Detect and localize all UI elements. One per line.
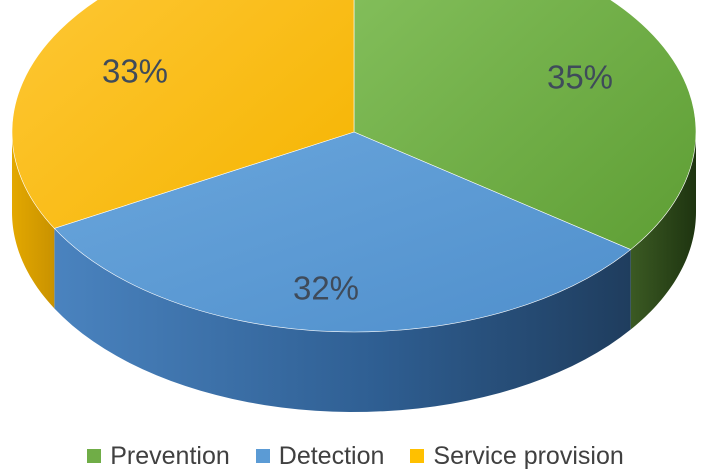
legend-item-service-provision: Service provision xyxy=(410,441,624,471)
legend-item-prevention: Prevention xyxy=(87,442,230,471)
legend-label-service-provision: Service provision xyxy=(433,441,624,470)
data-label-prevention: 35% xyxy=(547,59,613,96)
legend-swatch-prevention xyxy=(87,449,102,463)
pie-chart: 35% 32% 33% xyxy=(11,0,697,412)
legend: Prevention Detection Service provision xyxy=(0,438,711,474)
pie-slice-prevention xyxy=(353,0,697,250)
pie-side-prevention xyxy=(630,132,696,330)
legend-label-prevention: Prevention xyxy=(110,441,230,470)
pie-slice-service-provision xyxy=(11,0,355,229)
data-label-service-provision: 33% xyxy=(102,53,168,90)
legend-swatch-service-provision xyxy=(410,449,425,463)
pie-side-service-provision xyxy=(12,132,55,309)
pie-side-detection xyxy=(54,228,631,412)
data-label-detection: 32% xyxy=(293,270,359,307)
legend-swatch-detection xyxy=(255,449,270,463)
legend-label-detection: Detection xyxy=(278,441,385,470)
legend-item-detection: Detection xyxy=(255,441,385,471)
pie-slice-detection xyxy=(53,131,632,333)
